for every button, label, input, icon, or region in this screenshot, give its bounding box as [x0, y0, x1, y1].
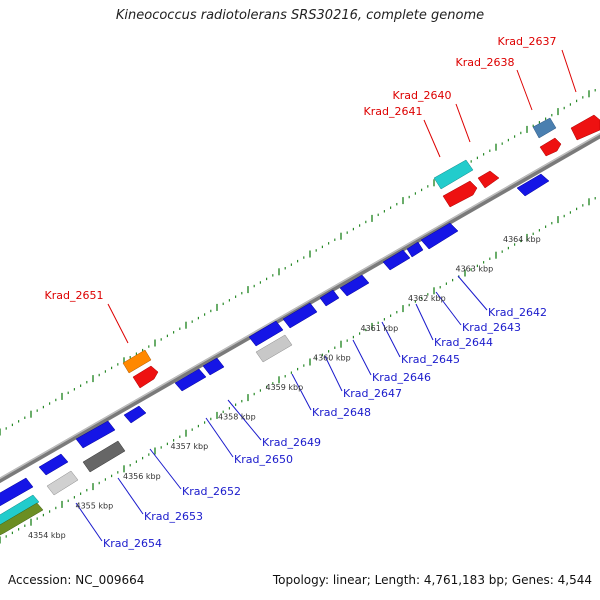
gene-label[interactable]: Krad_2652	[182, 485, 241, 498]
gene-arrow-krad-2637[interactable]	[570, 114, 600, 141]
top-gene-callout[interactable]: Krad_2638	[456, 56, 533, 111]
gene-label[interactable]: Krad_2644	[434, 336, 493, 349]
bottom-gene-callout[interactable]: Krad_2646	[352, 339, 431, 384]
gene-arrow-krad-2641[interactable]	[442, 180, 478, 208]
gene-arrow-blue-krad-2647[interactable]	[282, 302, 318, 329]
top-gene-callout[interactable]: Krad_2637	[498, 35, 577, 93]
gene-arrow-blue-krad-2642[interactable]	[420, 222, 459, 250]
bottom-gene-callout[interactable]: Krad_2653	[117, 477, 203, 523]
gene-arrow-blue-krad-2646[interactable]	[319, 289, 340, 307]
callout-leader-line	[516, 69, 533, 111]
gene-label[interactable]: Krad_2637	[498, 35, 557, 48]
gene-arrow-blue-krad-2653[interactable]	[38, 453, 69, 476]
bottom-gene-callout[interactable]: Krad_2654	[75, 502, 162, 550]
kbp-scale-label: 4362 kbp	[408, 294, 446, 303]
gene-label[interactable]: Krad_2638	[456, 56, 515, 69]
bottom-gene-callout[interactable]: Krad_2642	[457, 275, 547, 319]
callout-leader-line	[107, 303, 129, 344]
gene-label[interactable]: Krad_2649	[262, 436, 321, 449]
gene-box-krad-2638[interactable]	[532, 117, 557, 139]
callout-leader-line	[381, 321, 401, 358]
gene-arrow-blue-krad-2643[interactable]	[406, 241, 424, 258]
top-gene-callout[interactable]: Krad_2651	[45, 289, 129, 344]
kbp-scale-label: 4358 kbp	[218, 413, 256, 422]
kbp-scale-label: 4363 kbp	[456, 265, 494, 274]
callout-leader-line	[117, 477, 144, 515]
strand-tick-marks	[0, 89, 596, 544]
gene-arrow-blue-krad-2644[interactable]	[382, 249, 411, 271]
callout-leader-line	[75, 502, 103, 542]
callout-leader-line	[149, 448, 182, 490]
kbp-scale-label: 4354 kbp	[28, 531, 66, 540]
callout-leader-line	[291, 373, 312, 411]
gene-label[interactable]: Krad_2654	[103, 537, 162, 550]
gene-label[interactable]: Krad_2640	[393, 89, 452, 102]
top-gene-callout[interactable]: Krad_2640	[393, 89, 471, 143]
callout-leader-line	[423, 119, 441, 158]
bottom-gene-callout[interactable]: Krad_2650	[205, 417, 293, 466]
bottom-gene-callout[interactable]: Krad_2647	[324, 355, 402, 400]
bottom-gene-callout[interactable]: Krad_2644	[415, 303, 493, 349]
gene-arrow-blue-krad-2649[interactable]	[202, 357, 225, 376]
gene-label[interactable]: Krad_2647	[343, 387, 402, 400]
gene-label[interactable]: Krad_2646	[372, 371, 431, 384]
gene-arrow-red-a[interactable]	[539, 137, 562, 157]
gene-arrow-blue-1[interactable]	[516, 173, 550, 197]
gene-arrow-blue-small[interactable]	[123, 405, 147, 424]
kbp-scale-label: 4361 kbp	[361, 324, 399, 333]
gene-box-olive[interactable]	[0, 502, 44, 536]
callout-leader-line	[415, 303, 434, 341]
kbp-scale-labels: 4354 kbp 4355 kbp 4356 kbp 4357 kbp 4358 kbp…	[28, 235, 541, 540]
kbp-scale-label: 4357 kbp	[171, 442, 209, 451]
gene-box-gray-dark[interactable]	[82, 440, 126, 473]
gene-label[interactable]: Krad_2650	[234, 453, 293, 466]
kbp-scale-label: 4355 kbp	[76, 501, 114, 510]
map-title: Kineococcus radiotolerans SRS30216, comp…	[115, 8, 485, 23]
gene-arrow-blue-krad-2652[interactable]	[75, 420, 116, 449]
gene-arrow-blue-krad-2650[interactable]	[174, 368, 207, 392]
gene-label[interactable]: Krad_2645	[401, 353, 460, 366]
callout-leader-line	[561, 49, 577, 93]
gene-box-krad-2640[interactable]	[433, 159, 474, 190]
gene-arrow-red-b[interactable]	[477, 170, 500, 189]
gene-label[interactable]: Krad_2648	[312, 406, 371, 419]
gene-box-gray-light[interactable]	[255, 334, 293, 363]
gene-label[interactable]: Krad_2641	[364, 105, 423, 118]
bottom-gene-callout[interactable]: Krad_2643	[435, 291, 521, 334]
callout-leader-line	[455, 103, 471, 143]
bottom-gene-callout[interactable]: Krad_2648	[291, 373, 371, 419]
gene-arrow-blue-krad-2648[interactable]	[248, 320, 284, 347]
kbp-scale-label: 4356 kbp	[123, 472, 161, 481]
callout-leader-line	[435, 291, 462, 326]
kbp-scale-label: 4360 kbp	[313, 353, 351, 362]
genome-backbone	[0, 132, 600, 484]
kbp-scale-label: 4364 kbp	[503, 235, 541, 244]
gene-box-gray-small[interactable]	[46, 470, 79, 496]
callout-leader-line	[227, 399, 262, 441]
bottom-gene-callout[interactable]: Krad_2652	[149, 448, 241, 498]
gene-label[interactable]: Krad_2643	[462, 321, 521, 334]
gene-features[interactable]	[0, 114, 600, 536]
callout-leader-line	[205, 417, 234, 458]
gene-arrow-blue-krad-2645[interactable]	[339, 274, 370, 297]
gene-label[interactable]: Krad_2651	[45, 289, 104, 302]
callout-leader-line	[324, 355, 343, 392]
gene-arrow-red-c[interactable]	[132, 365, 159, 389]
genome-summary-footer: Topology: linear; Length: 4,761,183 bp; …	[272, 573, 592, 587]
callout-leader-line	[457, 275, 488, 311]
bottom-gene-callout[interactable]: Krad_2649	[227, 399, 321, 449]
kbp-scale-label: 4359 kbp	[266, 383, 304, 392]
gene-label-callouts: Krad_2637 Krad_2638 Krad_2640 Krad_2641 Krad…	[45, 35, 577, 550]
bottom-gene-callout[interactable]: Krad_2645	[381, 321, 460, 366]
gene-label[interactable]: Krad_2642	[488, 306, 547, 319]
gene-label[interactable]: Krad_2653	[144, 510, 203, 523]
gene-arrow-blue-krad-2654[interactable]	[0, 477, 34, 507]
callout-leader-line	[352, 339, 372, 376]
top-gene-callout[interactable]: Krad_2641	[364, 105, 441, 158]
accession-footer: Accession: NC_009664	[8, 573, 145, 587]
gene-box-krad-2651[interactable]	[122, 349, 152, 374]
